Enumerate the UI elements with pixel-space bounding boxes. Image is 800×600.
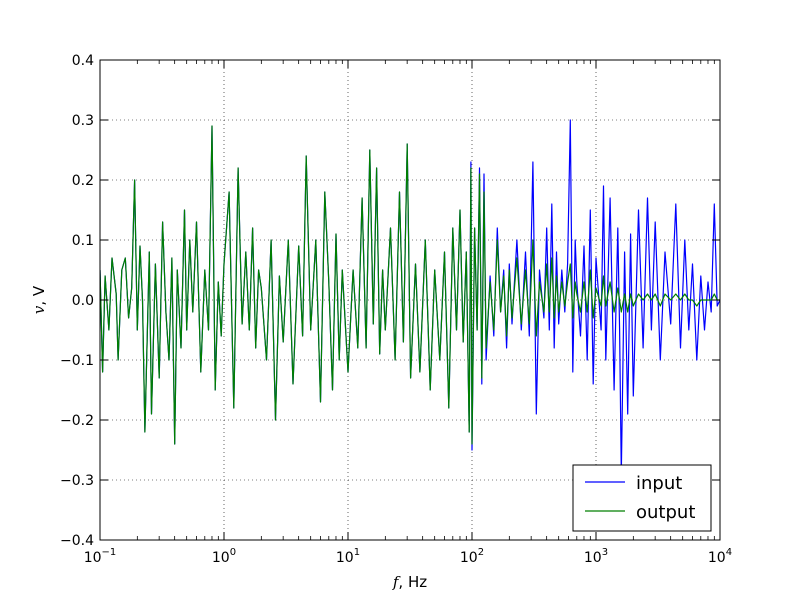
y-axis-label: v, V xyxy=(30,285,48,314)
y-tick-label: 0.4 xyxy=(72,53,94,69)
y-tick-label: −0.2 xyxy=(60,413,94,429)
ticks xyxy=(99,59,721,541)
x-tick-label: 104 xyxy=(708,547,732,566)
legend-box xyxy=(572,464,712,532)
y-tick-label: −0.4 xyxy=(60,533,94,549)
y-tick-label: 0.3 xyxy=(72,113,94,129)
legend-label-input: input xyxy=(636,473,682,494)
x-tick-label: 100 xyxy=(212,547,236,566)
x-tick-label: 101 xyxy=(336,547,360,566)
y-tick-label: 0.2 xyxy=(72,173,94,189)
x-tick-label: 10−1 xyxy=(84,547,117,566)
legend-label-output: output xyxy=(636,502,695,523)
y-tick-label: −0.3 xyxy=(60,473,94,489)
series-layer xyxy=(100,119,720,475)
x-axis-label: f, Hz xyxy=(392,573,427,591)
y-tick-label: −0.1 xyxy=(60,353,94,369)
x-tick-label: 103 xyxy=(584,547,608,566)
x-tick-label: 102 xyxy=(460,547,484,566)
series-line-output xyxy=(100,125,720,445)
y-tick-label: 0.1 xyxy=(72,233,94,249)
y-tick-label: 0.0 xyxy=(72,293,94,309)
legend: input output xyxy=(572,464,712,532)
y-tick-labels: −0.4 −0.3 −0.2 −0.1 0.0 0.1 0.2 0.3 0.4 xyxy=(60,53,94,549)
x-tick-labels: 10−1 100 101 102 103 104 xyxy=(84,547,732,566)
